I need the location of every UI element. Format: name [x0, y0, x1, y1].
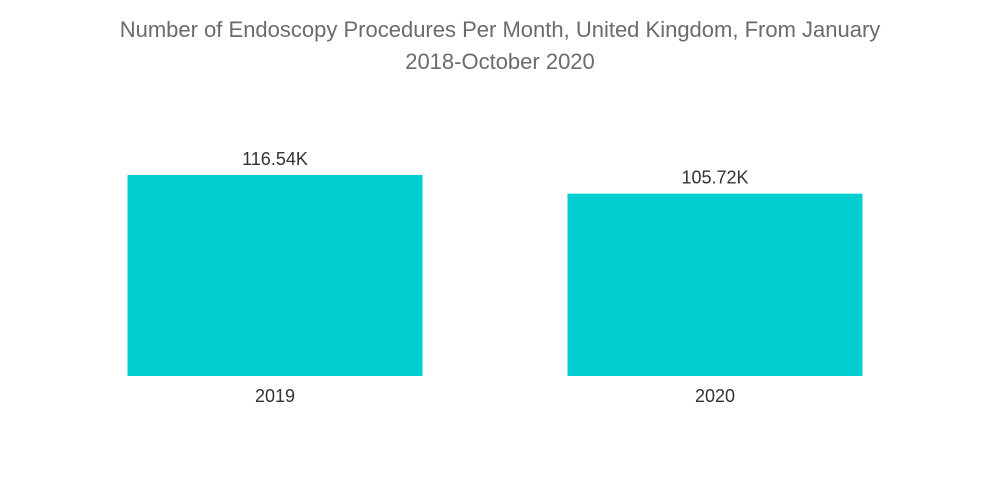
bar-2020: [567, 193, 863, 376]
x-tick-labels-layer: 2019 2020: [255, 386, 735, 406]
value-labels-layer: 116.54K 105.72K: [242, 149, 748, 188]
chart-title: Number of Endoscopy Procedures Per Month…: [60, 14, 940, 78]
bars-layer: [127, 175, 863, 376]
chart-title-line-2: 2018-October 2020: [405, 49, 595, 74]
chart-title-line-1: Number of Endoscopy Procedures Per Month…: [119, 17, 881, 42]
bar-2019: [127, 175, 423, 376]
x-tick-label-2019: 2019: [255, 386, 295, 406]
x-tick-label-2020: 2020: [695, 386, 735, 406]
bar-value-label-2019: 116.54K: [242, 149, 308, 169]
bar-value-label-2020: 105.72K: [681, 168, 748, 188]
